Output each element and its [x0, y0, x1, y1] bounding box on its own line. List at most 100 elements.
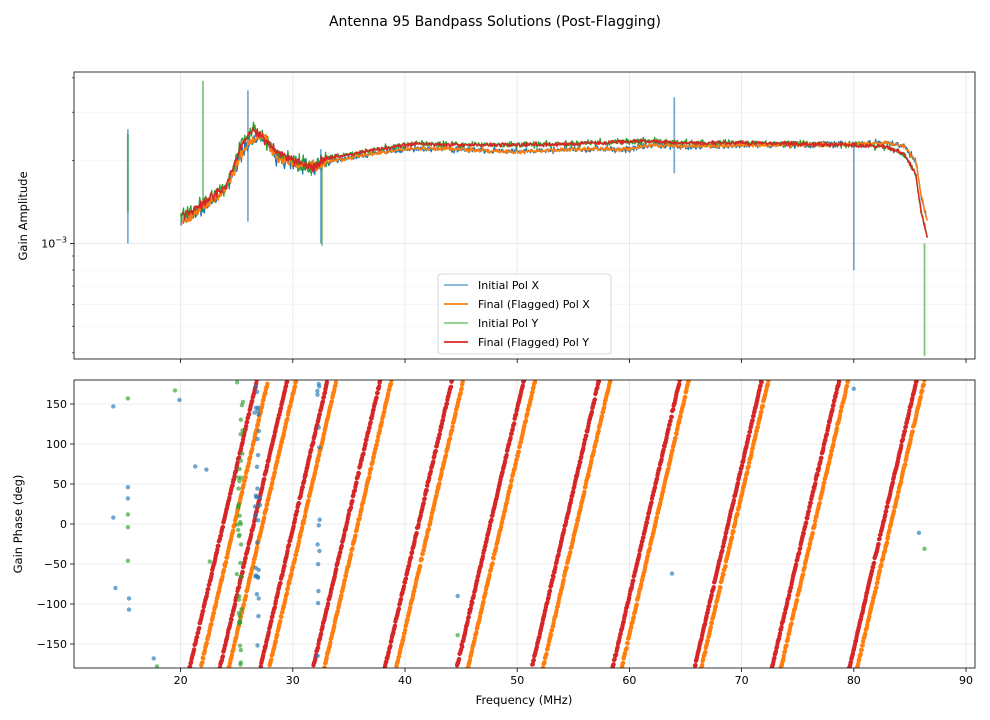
phase-point-final-x — [254, 545, 260, 550]
phase-point-initial-y — [236, 504, 241, 509]
phase-point-final-y — [885, 504, 890, 509]
phase-point-final-y — [338, 550, 343, 555]
phase-point-final-x — [395, 658, 401, 663]
phase-point-initial-y — [154, 664, 160, 668]
phase-point-final-y — [801, 531, 806, 536]
phase-point-final-x — [828, 452, 834, 457]
phase-point-final-x — [789, 621, 794, 626]
phase-point-initial-x — [255, 436, 260, 442]
phase-point-final-y — [826, 423, 831, 428]
phase-point-final-y — [229, 617, 234, 622]
phase-point-final-x — [402, 627, 408, 633]
phase-point-final-x — [859, 647, 864, 653]
phase-point-initial-x — [252, 410, 257, 415]
phase-point-initial-x — [151, 656, 156, 661]
phase-point-final-x — [292, 556, 298, 562]
phase-point-final-x — [377, 428, 382, 433]
phase-point-final-y — [677, 381, 682, 387]
phase-point-final-y — [414, 531, 419, 536]
phase-point-final-y — [240, 569, 245, 575]
phase-point-final-x — [283, 597, 288, 602]
phase-point-final-y — [521, 380, 526, 384]
phase-ticks: 20 30 40 50 60 70 80 90 −150 −100 −50 0 50 100 150 — [37, 398, 973, 687]
phase-point-final-y — [389, 638, 394, 643]
phase-point-final-x — [844, 383, 850, 389]
phase-point-final-x — [873, 589, 878, 594]
phase-point-final-y — [233, 469, 239, 474]
phase-point-final-x — [670, 448, 675, 453]
phase-ylabel: Gain Phase (deg) — [11, 475, 25, 574]
phase-point-initial-x — [256, 596, 261, 601]
legend-label-initial-x: Initial Pol X — [478, 279, 539, 292]
phase-point-final-x — [512, 466, 517, 471]
phase-point-final-y — [324, 380, 330, 385]
phase-point-final-y — [615, 644, 620, 650]
phase-point-final-x — [201, 656, 206, 661]
phase-point-final-y — [283, 383, 289, 389]
phase-point-final-y — [433, 448, 438, 454]
phase-point-final-y — [352, 488, 358, 493]
phase-point-final-y — [317, 412, 322, 417]
phase-point-initial-y — [455, 633, 460, 638]
phase-point-final-x — [375, 438, 380, 443]
phase-point-final-x — [419, 557, 424, 562]
phase-point-final-y — [375, 390, 380, 396]
phase-point-final-x — [202, 648, 207, 653]
phase-point-final-y — [320, 624, 325, 629]
phase-point-final-y — [664, 435, 669, 440]
phase-point-final-y — [816, 465, 822, 471]
phase-point-final-y — [376, 384, 382, 389]
phase-point-final-x — [382, 409, 387, 414]
phase-point-final-x — [367, 471, 372, 476]
phase-point-final-x — [500, 519, 505, 524]
phase-point-initial-x — [126, 607, 132, 612]
phase-point-initial-x — [204, 467, 209, 472]
phase-point-final-y — [398, 596, 404, 602]
phase-point-final-y — [900, 437, 906, 442]
phase-point-final-y — [641, 535, 646, 540]
phase-point-final-x — [265, 381, 270, 386]
phase-point-final-y — [412, 539, 417, 544]
phase-point-final-x — [678, 414, 683, 419]
phase-point-final-x — [877, 568, 883, 573]
phase-point-final-x — [314, 463, 319, 468]
phase-point-final-x — [745, 470, 750, 475]
phase-point-final-y — [589, 409, 595, 415]
phase-point-final-y — [832, 397, 837, 403]
phase-point-final-x — [263, 391, 268, 396]
phase-point-final-y — [325, 601, 331, 606]
phase-point-final-x — [242, 478, 247, 483]
phase-point-final-y — [278, 405, 284, 411]
phase-point-final-x — [240, 489, 245, 495]
phase-point-final-x — [241, 482, 246, 487]
phase-point-final-y — [702, 621, 708, 626]
phase-point-final-y — [406, 563, 412, 568]
phase-point-initial-x — [317, 445, 322, 450]
phase-point-final-y — [645, 515, 651, 520]
phase-point-initial-x — [113, 585, 118, 591]
phase-point-final-y — [196, 630, 201, 635]
phase-point-final-y — [644, 520, 650, 525]
phase-point-final-x — [705, 638, 710, 644]
phase-point-final-y — [747, 429, 753, 434]
phase-point-initial-x — [111, 515, 116, 520]
phase-point-initial-x — [316, 588, 321, 594]
phase-point-final-x — [265, 501, 270, 507]
phase-y-tick-label: −150 — [37, 638, 67, 651]
phase-point-initial-x — [316, 523, 321, 528]
phase-point-final-x — [639, 582, 644, 587]
phase-point-final-x — [459, 386, 464, 391]
phase-point-initial-y — [238, 519, 243, 525]
phase-point-final-y — [561, 527, 567, 532]
phase-point-final-x — [209, 621, 214, 627]
phase-point-final-y — [709, 592, 714, 598]
phase-point-initial-y — [234, 571, 240, 577]
phase-point-final-x — [922, 380, 927, 383]
phase-point-final-x — [887, 527, 892, 533]
phase-point-final-x — [284, 591, 290, 596]
phase-point-final-x — [221, 567, 227, 573]
phase-point-final-x — [421, 547, 426, 553]
phase-point-initial-y — [238, 662, 243, 667]
phase-point-final-x — [322, 665, 327, 668]
phase-point-initial-x — [255, 518, 261, 523]
